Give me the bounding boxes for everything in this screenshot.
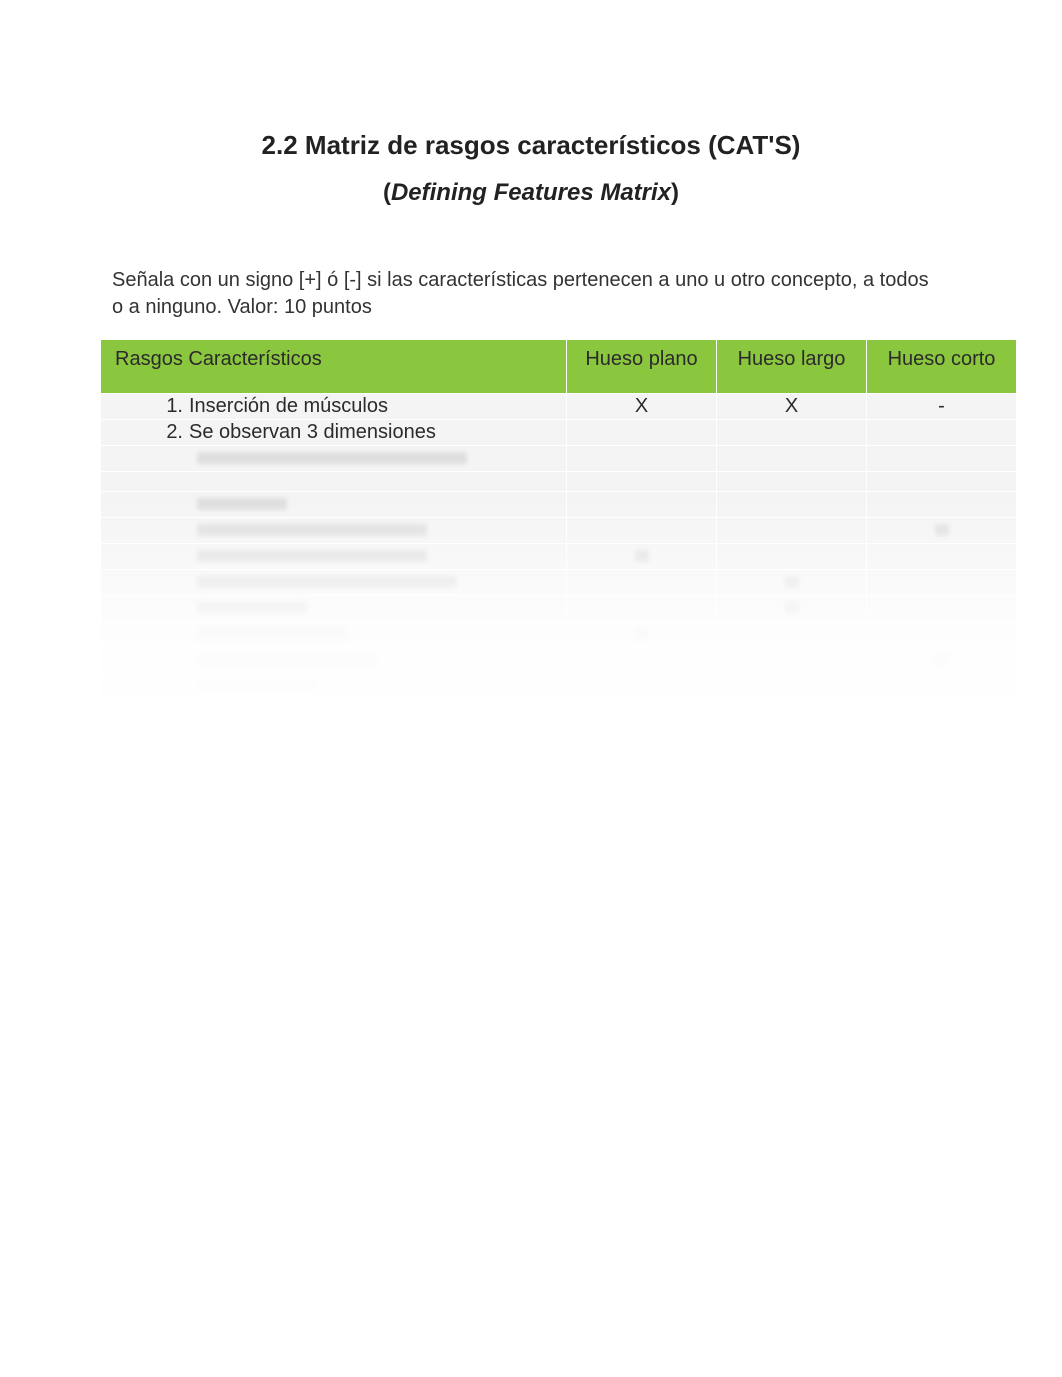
cell-plano[interactable]: X (567, 394, 717, 420)
cell-largo (717, 446, 867, 472)
header-hueso-plano: Hueso plano (567, 340, 717, 394)
row-number: 1. (157, 395, 183, 418)
cell (717, 472, 867, 492)
blurred-mark-placeholder (935, 654, 949, 666)
cell-corto (867, 622, 1017, 648)
cell-corto (867, 492, 1017, 518)
document-page: 2.2 Matriz de rasgos característicos (CA… (0, 0, 1062, 700)
table-row (101, 622, 1017, 648)
cell-largo (717, 674, 867, 700)
cell-plano (567, 446, 717, 472)
table-row (101, 472, 1017, 492)
subtitle-paren-open: ( (383, 179, 391, 206)
feature-cell (101, 622, 567, 648)
cell-largo (717, 570, 867, 596)
cell-largo (717, 544, 867, 570)
cell-largo[interactable]: X (717, 394, 867, 420)
cell-largo (717, 518, 867, 544)
blurred-mark-placeholder (935, 524, 949, 536)
table-row: 2. Se observan 3 dimensiones (101, 420, 1017, 446)
cell-plano (567, 596, 717, 622)
header-hueso-largo: Hueso largo (717, 340, 867, 394)
feature-cell: 2. Se observan 3 dimensiones (101, 420, 567, 446)
blurred-mark-placeholder (785, 576, 799, 588)
cell-largo (717, 492, 867, 518)
table-row (101, 596, 1017, 622)
feature-cell (101, 492, 567, 518)
feature-cell (101, 446, 567, 472)
blurred-mark-placeholder (635, 628, 649, 640)
table-row (101, 492, 1017, 518)
cell-plano (567, 544, 717, 570)
cell-plano (567, 622, 717, 648)
blurred-text-placeholder (197, 498, 287, 510)
cell-plano (567, 492, 717, 518)
cell-corto (867, 674, 1017, 700)
cell-corto (867, 518, 1017, 544)
cell-largo[interactable] (717, 420, 867, 446)
cell-largo (717, 596, 867, 622)
blurred-text-placeholder (197, 524, 427, 536)
blurred-text-placeholder (197, 628, 347, 640)
table-row: 1. Inserción de músculos X X - (101, 394, 1017, 420)
blurred-text-placeholder (197, 550, 427, 562)
cell-corto (867, 544, 1017, 570)
cell-corto (867, 446, 1017, 472)
matrix-table-wrap: Rasgos Característicos Hueso plano Hueso… (0, 339, 1062, 700)
table-row (101, 518, 1017, 544)
cell-plano[interactable] (567, 420, 717, 446)
title-block: 2.2 Matriz de rasgos característicos (CA… (131, 130, 931, 207)
row-label: Se observan 3 dimensiones (189, 421, 436, 443)
cell-largo (717, 622, 867, 648)
feature-cell (101, 570, 567, 596)
cell-plano (567, 518, 717, 544)
cell-corto (867, 596, 1017, 622)
table-row (101, 544, 1017, 570)
blurred-text-placeholder (197, 452, 467, 464)
feature-cell (101, 596, 567, 622)
table-row (101, 446, 1017, 472)
row-number: 2. (157, 421, 183, 444)
row-label: Inserción de músculos (189, 395, 388, 417)
page-title: 2.2 Matriz de rasgos característicos (CA… (131, 130, 931, 161)
blurred-mark-placeholder (785, 602, 799, 614)
cell (567, 472, 717, 492)
cell-plano (567, 570, 717, 596)
cell-corto[interactable]: - (867, 394, 1017, 420)
cell-corto (867, 648, 1017, 674)
blurred-text-placeholder (197, 576, 457, 588)
feature-cell: 1. Inserción de músculos (101, 394, 567, 420)
header-features: Rasgos Característicos (101, 340, 567, 394)
blurred-rows-body (101, 446, 1017, 700)
cell-corto[interactable] (867, 420, 1017, 446)
feature-cell (101, 518, 567, 544)
features-matrix-table: Rasgos Característicos Hueso plano Hueso… (100, 339, 1017, 700)
page-subtitle: (Defining Features Matrix) (131, 179, 931, 207)
cell (867, 472, 1017, 492)
blurred-text-placeholder (197, 680, 317, 692)
cell-largo (717, 648, 867, 674)
table-row (101, 648, 1017, 674)
cell-plano (567, 648, 717, 674)
feature-cell (101, 674, 567, 700)
cell-plano (567, 674, 717, 700)
cell-corto (867, 570, 1017, 596)
instructions-text: Señala con un signo [+] ó [-] si las car… (112, 267, 932, 321)
blurred-mark-placeholder (635, 550, 649, 562)
table-header-row: Rasgos Característicos Hueso plano Hueso… (101, 340, 1017, 394)
subtitle-italic: Defining Features Matrix (391, 179, 671, 206)
table-row (101, 570, 1017, 596)
feature-cell (101, 544, 567, 570)
table-row (101, 674, 1017, 700)
header-hueso-corto: Hueso corto (867, 340, 1017, 394)
blurred-text-placeholder (197, 654, 377, 666)
feature-cell (101, 472, 567, 492)
feature-cell (101, 648, 567, 674)
subtitle-paren-close: ) (671, 179, 679, 206)
blurred-text-placeholder (197, 602, 307, 614)
